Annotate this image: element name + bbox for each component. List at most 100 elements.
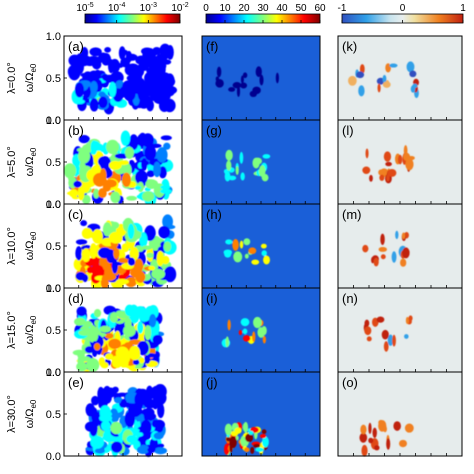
panel-background xyxy=(338,204,462,288)
heatmap-cell xyxy=(378,246,387,252)
heatmap-cell xyxy=(400,258,407,267)
colorbar-tick-label: 10-4 xyxy=(108,2,125,14)
row-label: λ=5.0° xyxy=(6,146,18,178)
panel-label: (h) xyxy=(206,207,222,222)
heatmap-cell xyxy=(86,358,100,372)
heatmap-cell xyxy=(93,188,100,199)
heatmap-cell xyxy=(124,64,136,76)
heatmap-cell xyxy=(244,253,249,259)
heatmap-cell xyxy=(115,310,124,316)
colorbar-log-bar xyxy=(84,13,181,24)
y-axis-label-sub: e0 xyxy=(29,63,38,72)
colorbar-tick-label: 0 xyxy=(203,3,209,14)
heatmap-blobs xyxy=(223,421,269,456)
colorbar-tick-exponent: -2 xyxy=(182,2,188,9)
heatmap-cell xyxy=(223,169,229,174)
panel-label: (i) xyxy=(206,291,218,306)
heatmap-cell xyxy=(121,243,130,253)
heatmap-cell xyxy=(104,47,112,53)
heatmap-cell xyxy=(100,420,111,432)
heatmap-cell xyxy=(137,321,144,334)
heatmap-cell xyxy=(77,354,85,368)
heatmap-cell xyxy=(159,92,169,108)
heatmap-cell xyxy=(223,443,230,456)
heatmap-blobs xyxy=(223,238,271,265)
heatmap-cell xyxy=(365,148,369,159)
heatmap-cell xyxy=(127,257,136,266)
row-label: λ=10.0° xyxy=(6,227,18,265)
heatmap-cell xyxy=(89,98,99,112)
heatmap-cell xyxy=(258,165,266,177)
panel-label: (n) xyxy=(342,291,358,306)
heatmap-cell xyxy=(404,334,409,339)
heatmap-cell xyxy=(89,47,102,57)
y-tick-label: 0.0 xyxy=(46,199,61,211)
heatmap-cell xyxy=(85,403,96,417)
heatmap-cell xyxy=(361,444,368,457)
heatmap-cell xyxy=(153,61,164,69)
heatmap-cell xyxy=(255,447,264,452)
heatmap-cell xyxy=(147,392,155,399)
heatmap-cell xyxy=(225,437,231,442)
heatmap-cell xyxy=(235,435,239,441)
heatmap-cell xyxy=(259,434,267,439)
heatmap-cell xyxy=(252,157,260,169)
heatmap-cell xyxy=(250,446,255,454)
heatmap-cell xyxy=(383,425,387,433)
panel-label: (b) xyxy=(68,123,84,138)
y-axis-label-sub: e0 xyxy=(29,231,38,240)
heatmap-cell xyxy=(135,170,148,185)
panel-label: (d) xyxy=(68,291,84,306)
colorbar-tick-label: 60 xyxy=(314,3,326,14)
heatmap-cell xyxy=(118,257,128,264)
heatmap-cell xyxy=(139,57,152,64)
heatmap-cell xyxy=(149,314,157,328)
panel-h: (h) xyxy=(201,203,321,289)
heatmap-cell xyxy=(110,191,121,204)
heatmap-cell xyxy=(77,99,84,104)
heatmap-cell xyxy=(369,174,373,182)
heatmap-cell xyxy=(124,411,135,428)
heatmap-cell xyxy=(80,46,89,59)
heatmap-cell xyxy=(392,334,396,347)
colorbar-log: 10-5 10-4 10-3 10-2 xyxy=(76,2,189,24)
heatmap-cell xyxy=(275,72,279,84)
heatmap-cell xyxy=(140,419,152,436)
heatmap-cell xyxy=(89,420,98,437)
heatmap-cell xyxy=(362,166,371,175)
heatmap-cell xyxy=(262,154,271,159)
heatmap-cell xyxy=(163,142,171,150)
panel-label: (a) xyxy=(68,39,84,54)
heatmap-cell xyxy=(116,392,128,397)
colorbar-tick-label: 0 xyxy=(400,3,406,14)
y-axis-label-main: ω/Ω xyxy=(24,157,36,177)
heatmap-cell xyxy=(134,392,145,408)
heatmap-cell xyxy=(78,135,90,144)
heatmap-cell xyxy=(253,316,262,329)
heatmap-cell xyxy=(98,96,108,109)
heatmap-cell xyxy=(148,265,156,271)
heatmap-cell xyxy=(156,250,164,267)
colorbar-tick-label: 10-5 xyxy=(76,2,93,14)
panel-label: (m) xyxy=(342,207,362,222)
heatmap-cell xyxy=(243,421,249,433)
heatmap-cell xyxy=(108,338,122,349)
colorbar-linear: 0 10 20 30 40 50 60 xyxy=(203,3,326,24)
heatmap-cell xyxy=(225,239,233,245)
heatmap-cell xyxy=(228,87,236,92)
heatmap-cell xyxy=(382,81,391,88)
heatmap-cell xyxy=(73,180,82,188)
heatmap-cell xyxy=(368,437,374,444)
heatmap-cell xyxy=(387,334,394,346)
heatmap-cell xyxy=(110,421,123,435)
heatmap-cell xyxy=(117,160,130,166)
heatmap-cell xyxy=(114,153,128,159)
heatmap-cell xyxy=(90,140,98,155)
heatmap-cell xyxy=(123,325,136,337)
heatmap-cell xyxy=(393,421,401,431)
heatmap-cell xyxy=(360,424,367,435)
heatmap-cell xyxy=(236,85,241,98)
panel-label: (o) xyxy=(342,375,358,390)
heatmap-cell xyxy=(90,435,105,449)
y-axis-label-main: ω/Ω xyxy=(24,325,36,345)
